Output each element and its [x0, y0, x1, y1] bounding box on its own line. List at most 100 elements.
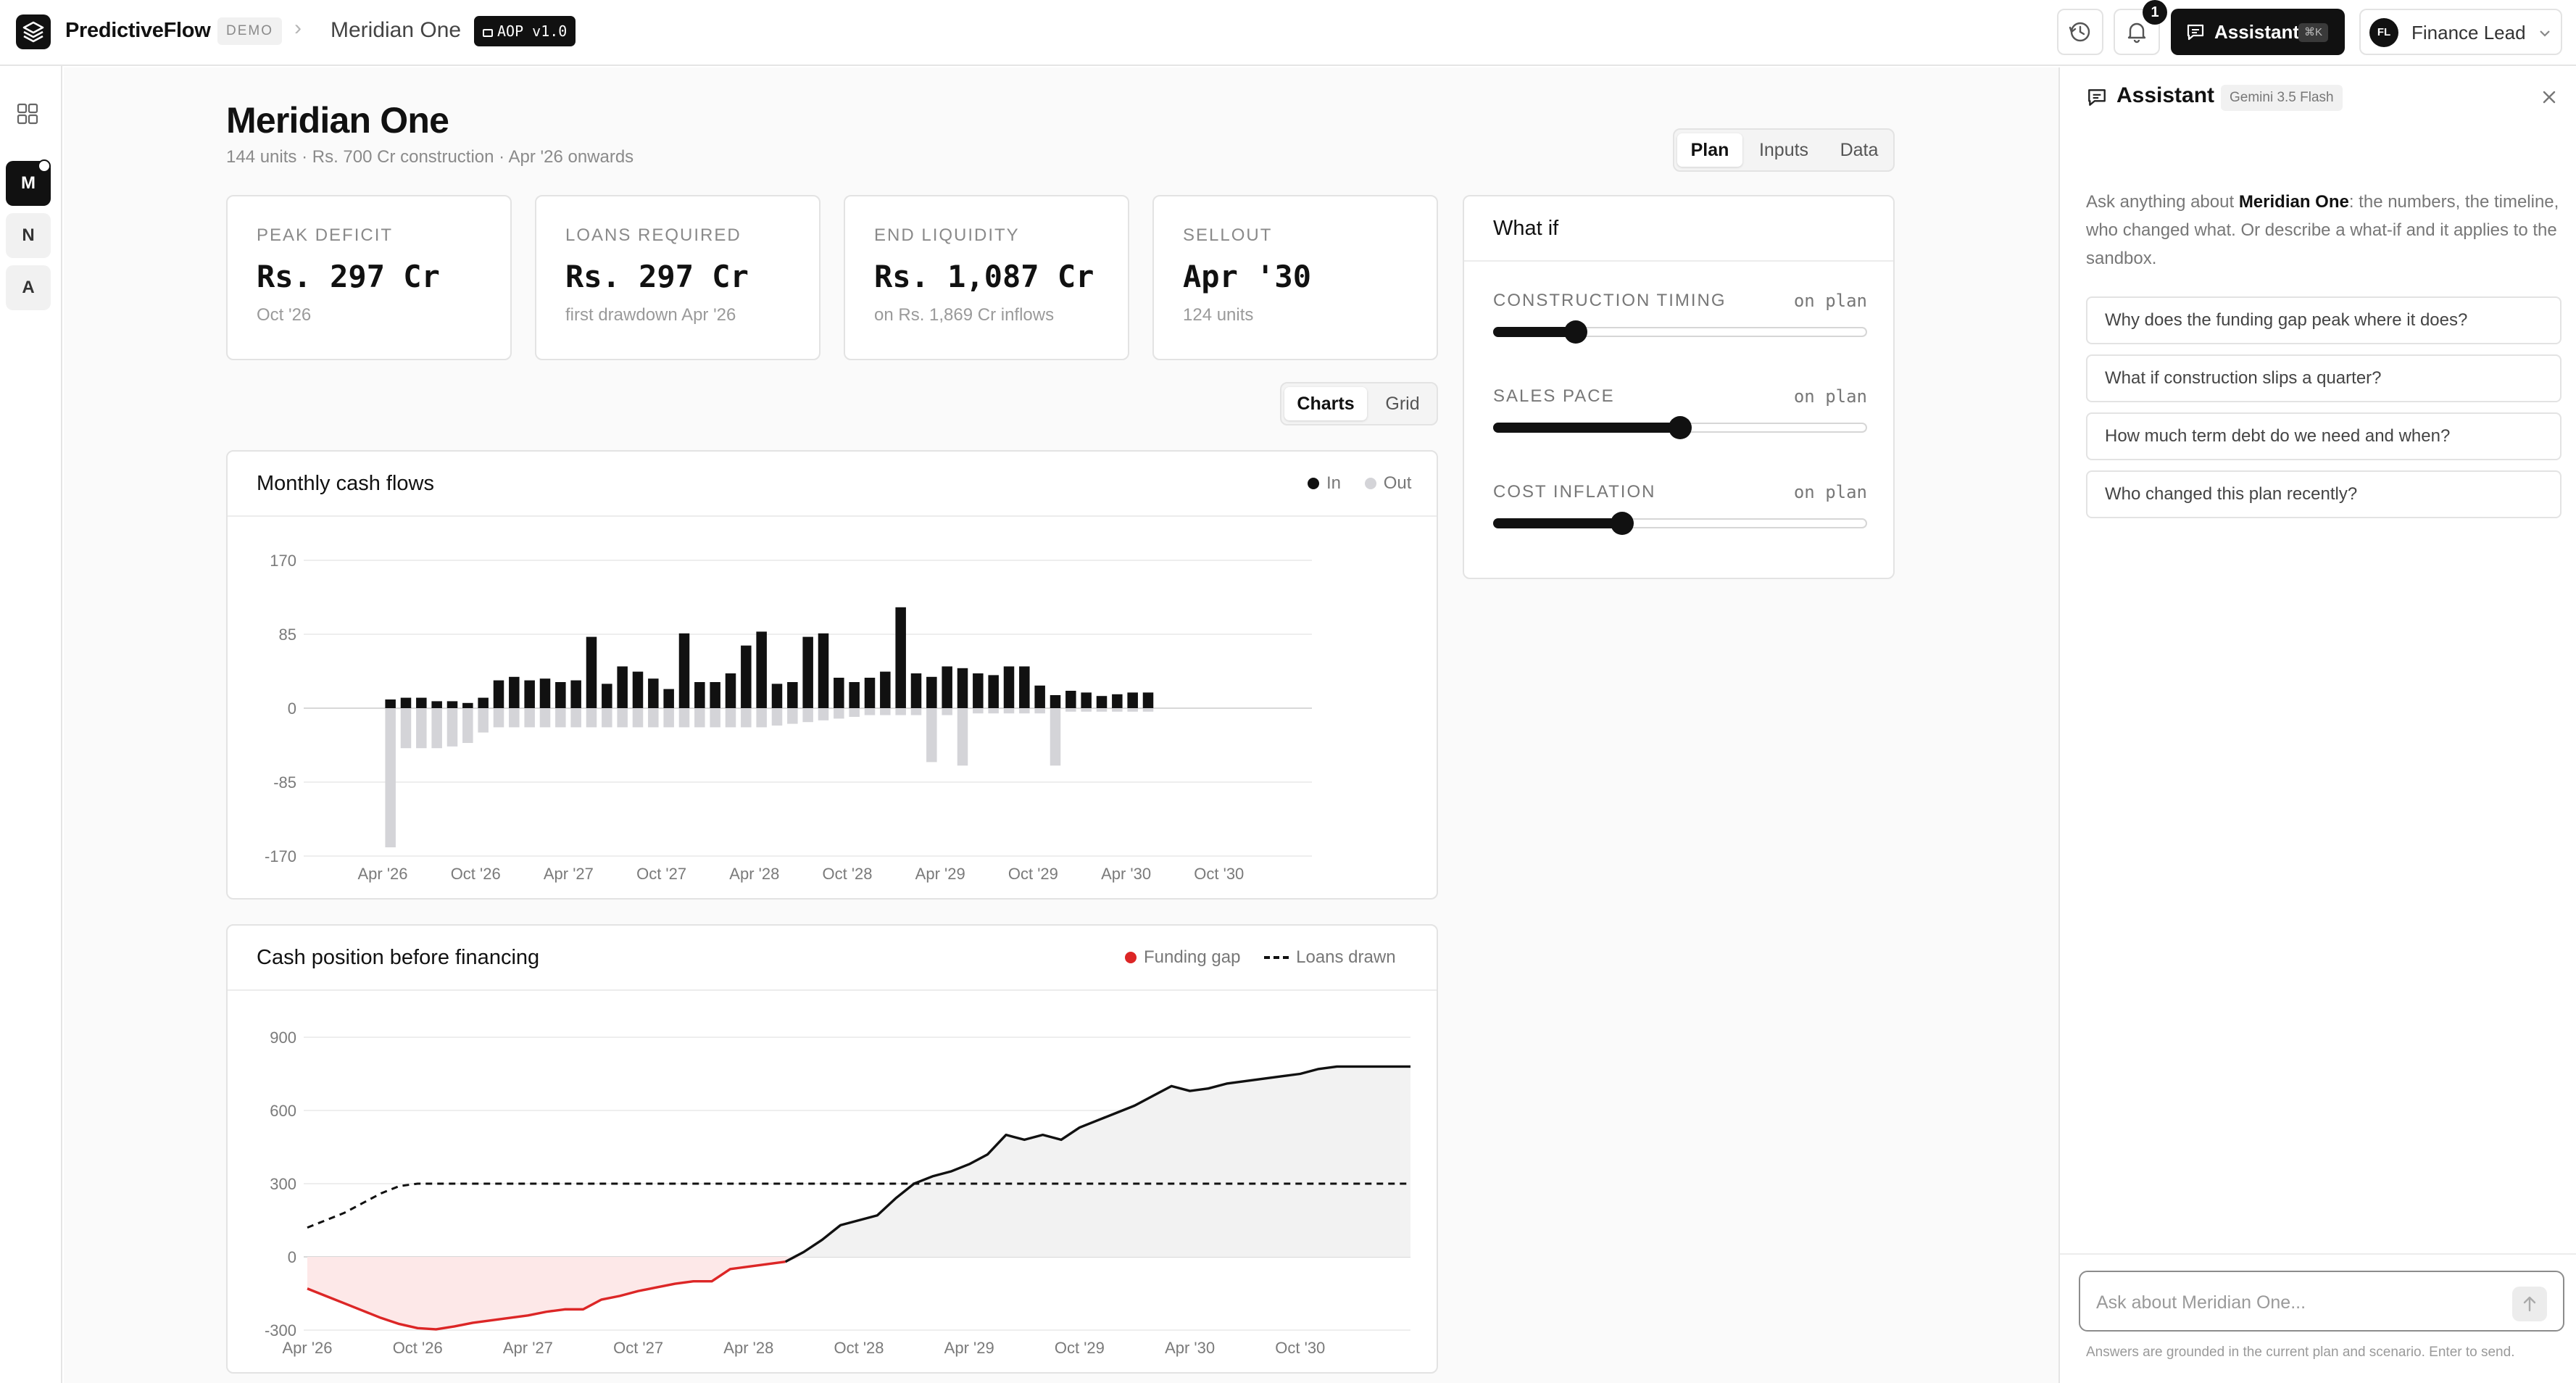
outflow-bar [1112, 708, 1123, 712]
tab-data[interactable]: Data [1840, 140, 1879, 160]
main-content: Meridian One 144 units · Rs. 700 Cr cons… [64, 67, 2058, 1383]
slider-handle[interactable] [1669, 416, 1692, 439]
view-tabs: Plan Inputs Data [1673, 128, 1895, 172]
breadcrumb-project[interactable]: Meridian One [331, 18, 462, 42]
suggestion-chip[interactable]: How much term debt do we need and when? [2086, 412, 2562, 460]
plan-version-badge: AOP v1.0 [474, 16, 576, 46]
inflow-bar [694, 682, 705, 708]
inflow-bar [1065, 691, 1076, 708]
outflow-bar [431, 708, 442, 749]
outflow-bar [926, 708, 937, 763]
inflow-bar [710, 682, 720, 708]
assistant-button[interactable]: Assistant ⌘K [2171, 9, 2345, 55]
close-icon[interactable] [2538, 86, 2560, 108]
kpi-value: Rs. 297 Cr [565, 259, 749, 294]
brand-name[interactable]: PredictiveFlow [65, 19, 211, 42]
display-toggle: Charts Grid [1280, 382, 1438, 425]
tab-inputs[interactable]: Inputs [1758, 140, 1809, 160]
outflow-bar [1065, 708, 1076, 712]
legend-label-loans-drawn: Loans drawn [1296, 947, 1396, 967]
outflow-bar [524, 708, 535, 728]
tab-plan[interactable]: Plan [1677, 133, 1742, 167]
outflow-bar [880, 708, 891, 715]
monthly-cash-flows-chart: 170 85 0 -85 -170 Apr '26 Oct '26 Apr '27 Oct '2… [265, 552, 1312, 883]
chat-icon [2088, 89, 2106, 106]
outflow-bar [802, 708, 813, 723]
inflow-bar [524, 680, 535, 708]
slider-handle[interactable] [1611, 512, 1634, 535]
outflow-bar [586, 708, 597, 728]
inflow-bar [942, 666, 952, 708]
outflow-bar [694, 708, 705, 728]
inflow-bar [1003, 666, 1015, 708]
assistant-button-label: Assistant [2214, 21, 2300, 43]
x-tick-label: Apr '30 [1101, 865, 1151, 883]
intro-suffix: : the numbers, the timeline, who changed… [2086, 192, 2559, 268]
history-button[interactable] [2057, 9, 2103, 55]
intro-project: Meridian One [2238, 192, 2349, 212]
outflow-bar [1142, 708, 1154, 712]
inflow-bar [771, 684, 783, 708]
funding-gap-area [307, 1257, 1410, 1329]
inflow-bar [802, 636, 813, 708]
chat-icon [2187, 24, 2204, 41]
notifications-button[interactable] [2114, 9, 2160, 55]
slider-status: on plan [1793, 291, 1867, 311]
left-rail: M N A [0, 66, 62, 1383]
outflow-bar [818, 708, 829, 720]
apps-grid-icon[interactable] [16, 102, 39, 125]
kpi-sub: 124 units [1183, 305, 1254, 325]
x-tick-label: Oct '28 [822, 865, 872, 883]
kpi-sub: first drawdown Apr '26 [565, 305, 736, 325]
inflow-bar [509, 676, 520, 708]
x-tick-label: Apr '26 [282, 1339, 332, 1357]
inflow-bar [539, 678, 551, 708]
outflow-bar [1019, 708, 1030, 714]
history-icon [2069, 22, 2090, 42]
kpi-value: Rs. 1,087 Cr [874, 259, 1094, 294]
arrow-up-icon [2523, 1296, 2536, 1312]
y-tick-label: 900 [270, 1029, 296, 1047]
suggestion-chip[interactable]: What if construction slips a quarter? [2086, 354, 2562, 402]
user-menu[interactable]: FL Finance Lead [2359, 9, 2562, 55]
cash-position-card: Cash position before financing Funding g… [226, 924, 1438, 1374]
assistant-title: Assistant [2116, 83, 2215, 107]
inflow-bar [1050, 695, 1061, 708]
inflow-bar [1096, 696, 1108, 708]
outflow-bar [910, 708, 922, 715]
project-switch-a[interactable]: A [6, 265, 51, 310]
send-button[interactable] [2512, 1287, 2547, 1321]
x-tick-label: Apr '28 [723, 1339, 773, 1357]
outflow-bar [1034, 708, 1045, 714]
outflow-bar [741, 708, 752, 728]
layers-logo-icon[interactable] [16, 14, 51, 49]
outflow-bar [478, 708, 489, 733]
inflow-bar [787, 682, 798, 708]
inflow-bar [818, 633, 829, 708]
chat-input[interactable] [2096, 1288, 2502, 1317]
inflow-bar [834, 678, 844, 708]
what-if-card: What if CONSTRUCTION TIMING on plan SALE… [1463, 195, 1895, 579]
x-tick-label: Oct '26 [393, 1339, 443, 1357]
slider-handle[interactable] [1563, 320, 1587, 344]
inflow-bar [663, 689, 674, 708]
assistant-panel: Assistant Gemini 3.5 Flash Ask anything … [2058, 67, 2576, 1383]
x-tick-label: Oct '26 [451, 865, 501, 883]
legend-dot-icon [1125, 952, 1137, 963]
outflow-bar [493, 708, 504, 728]
project-switch-n[interactable]: N [6, 213, 51, 258]
outflow-bar [834, 708, 844, 719]
suggestion-chip[interactable]: Why does the funding gap peak where it d… [2086, 296, 2562, 344]
notification-count-badge: 1 [2143, 0, 2167, 25]
toggle-charts[interactable]: Charts [1284, 387, 1367, 420]
outflow-bar [864, 708, 876, 715]
positive-position-area [307, 1066, 1410, 1257]
active-indicator-icon [38, 159, 51, 173]
inflow-bar [849, 682, 860, 708]
toggle-grid[interactable]: Grid [1385, 394, 1420, 414]
suggestion-chip[interactable]: Who changed this plan recently? [2086, 470, 2562, 518]
inflow-bar [957, 668, 968, 708]
inflow-bar [725, 673, 736, 708]
outflow-bar [539, 708, 551, 728]
